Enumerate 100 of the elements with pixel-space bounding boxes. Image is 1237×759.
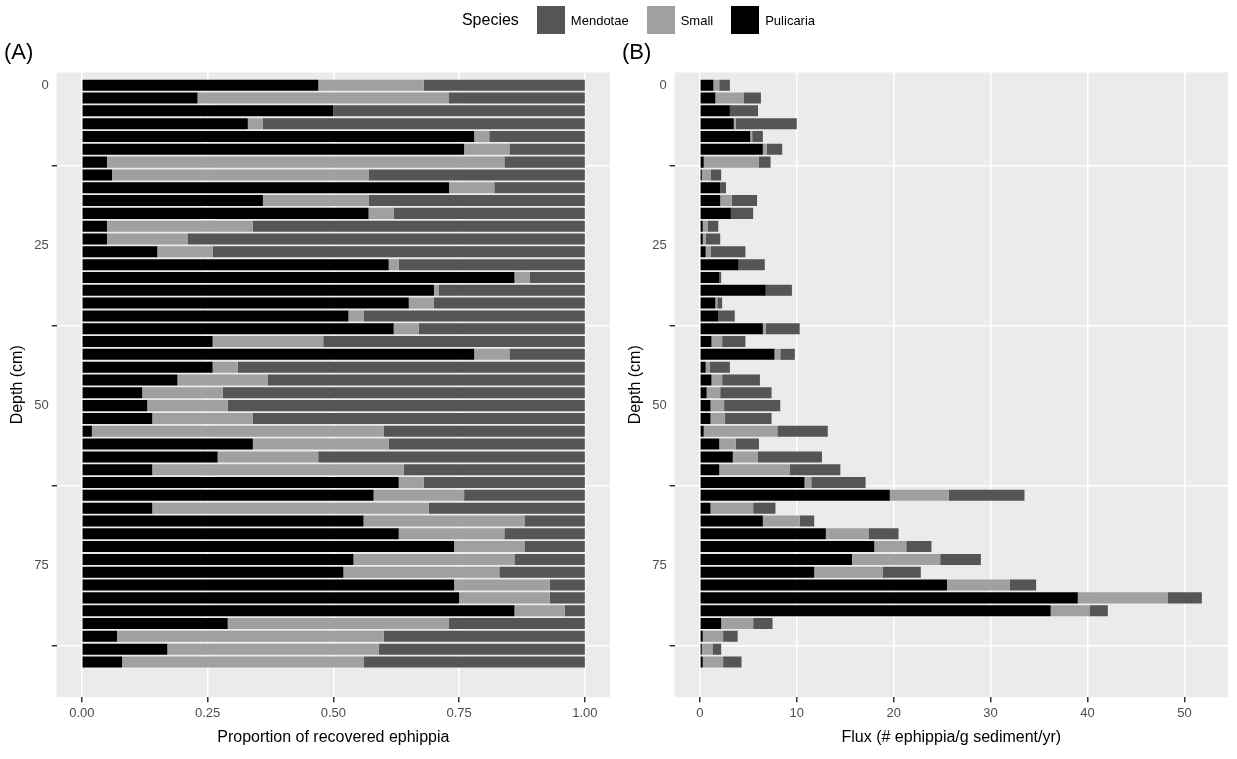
bar	[524, 541, 585, 553]
bar	[946, 579, 1010, 591]
bar	[700, 464, 720, 476]
x-axis-title: Flux (# ephippia/g sediment/yr)	[841, 727, 1062, 745]
bar	[504, 528, 585, 540]
bar	[799, 515, 815, 527]
bar	[82, 348, 475, 360]
bar	[700, 79, 714, 91]
bar	[252, 220, 585, 232]
bar	[398, 528, 505, 540]
bar	[883, 566, 921, 578]
y-tick-label: 0	[41, 76, 49, 92]
bar	[1009, 579, 1037, 591]
bar	[710, 169, 722, 181]
bar	[874, 541, 907, 553]
bar	[499, 566, 585, 578]
y-tick-label: 50	[34, 397, 49, 413]
bar	[700, 284, 766, 296]
bar	[725, 412, 772, 424]
x-tick-label: 40	[1080, 704, 1095, 720]
bar	[82, 182, 450, 194]
bar	[82, 130, 475, 142]
bar	[82, 271, 515, 283]
bar	[388, 259, 399, 271]
bar	[705, 246, 711, 258]
bar	[713, 79, 720, 91]
bar	[464, 489, 585, 501]
legend-label: Small	[680, 12, 714, 28]
bar	[489, 130, 585, 142]
bar	[418, 323, 585, 335]
bar	[700, 489, 890, 501]
bar	[700, 477, 805, 489]
bar	[247, 118, 263, 130]
bar	[454, 541, 525, 553]
bar	[262, 118, 585, 130]
bar	[752, 130, 763, 142]
x-tick-label: 0.00	[69, 704, 95, 720]
bar	[700, 143, 763, 155]
y-tick-label: 0	[659, 76, 667, 92]
bar	[1077, 592, 1168, 604]
bar	[700, 553, 852, 565]
bar	[811, 477, 866, 489]
bar	[106, 220, 253, 232]
bar	[722, 336, 746, 348]
bar	[82, 618, 228, 630]
bar	[368, 207, 394, 219]
legend-title: Species	[461, 11, 519, 29]
bar	[766, 143, 783, 155]
bar	[724, 400, 781, 412]
bar	[383, 425, 585, 437]
bar	[711, 336, 723, 348]
bar	[705, 361, 710, 373]
bar	[474, 130, 490, 142]
bar	[889, 489, 949, 501]
bar	[700, 566, 815, 578]
y-tick-label: 50	[652, 397, 667, 413]
bar	[702, 630, 724, 642]
bar	[82, 630, 118, 642]
bar	[197, 92, 450, 104]
y-axis-title: Depth (cm)	[8, 345, 26, 425]
bar	[700, 118, 734, 130]
bar	[700, 259, 739, 271]
x-axis-title: Proportion of recovered ephippia	[217, 727, 450, 745]
bar	[82, 336, 213, 348]
bar	[700, 348, 775, 360]
x-tick-label: 0	[696, 704, 704, 720]
bar	[152, 412, 253, 424]
bar	[423, 79, 585, 91]
bar	[147, 400, 228, 412]
bar	[383, 630, 585, 642]
bar	[152, 464, 404, 476]
bar	[906, 541, 932, 553]
bar	[82, 220, 107, 232]
bar	[700, 336, 712, 348]
bar	[762, 143, 767, 155]
bar	[700, 528, 826, 540]
bar	[564, 605, 585, 617]
bar	[720, 195, 732, 207]
bar	[720, 182, 727, 194]
bar	[765, 323, 800, 335]
bar	[373, 489, 465, 501]
bar	[398, 259, 585, 271]
bar	[702, 220, 708, 232]
bar	[700, 195, 721, 207]
chart-title: (B)	[622, 39, 652, 65]
bar	[82, 541, 455, 553]
bar	[1089, 605, 1108, 617]
bar	[82, 489, 374, 501]
bar	[82, 323, 394, 335]
bar	[1050, 605, 1090, 617]
x-tick-label: 0.75	[446, 704, 472, 720]
bar	[514, 271, 530, 283]
bar	[703, 425, 778, 437]
bar	[82, 425, 92, 437]
bar	[1167, 592, 1202, 604]
bar	[700, 412, 711, 424]
bar	[117, 630, 384, 642]
bar	[509, 143, 585, 155]
bar	[753, 618, 773, 630]
bar	[348, 310, 364, 322]
